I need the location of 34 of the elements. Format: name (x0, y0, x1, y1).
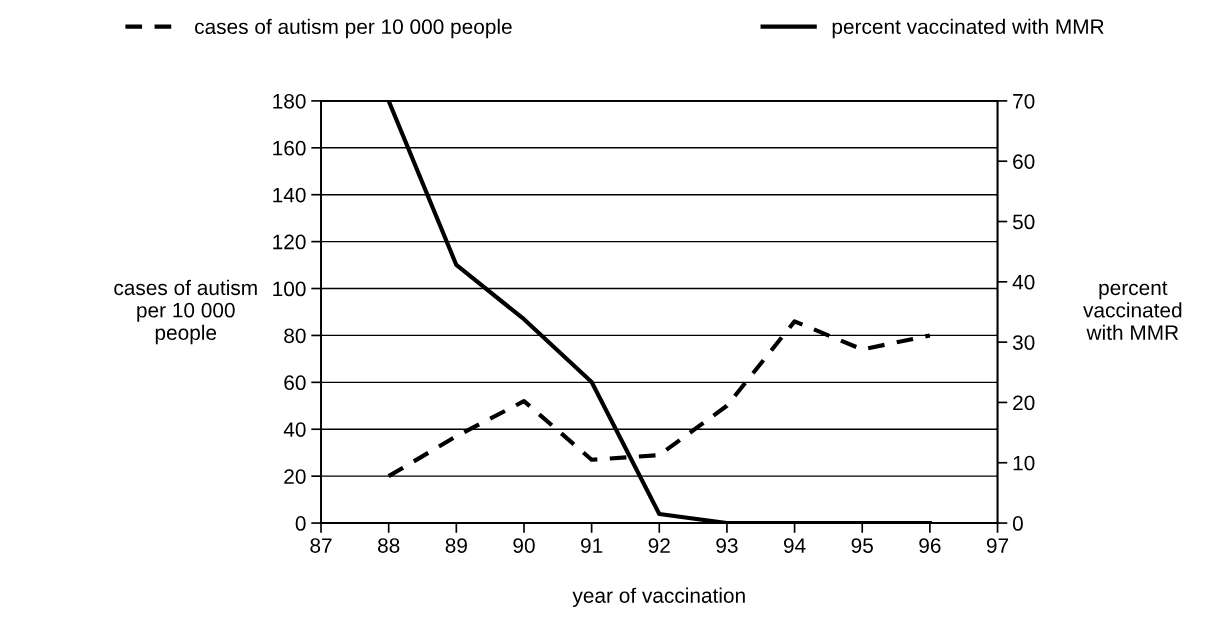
y-tick-label: 120 (273, 234, 306, 250)
y-tick-label: 0 (295, 516, 306, 531)
x-tick-label: 96 (919, 538, 941, 553)
y-tick-label: 140 (273, 187, 306, 203)
legend-label: percent vaccinated with MMR (832, 18, 1104, 39)
y2-tick-label: 50 (1012, 214, 1035, 230)
x-tick-label: 89 (445, 538, 467, 553)
x-tick-label: 90 (513, 538, 535, 553)
y2-axis-title: percent vaccinated with MMR (1083, 281, 1182, 340)
x-tick-label: 88 (378, 538, 400, 553)
x-tick-label: 95 (851, 538, 873, 553)
y2-tick-label: 30 (1012, 335, 1035, 350)
y2-tick-label: 0 (1012, 516, 1023, 531)
y-tick-label: 40 (283, 422, 306, 437)
y-axis-title: cases of autism per 10 000 people (114, 279, 257, 345)
legend-label: cases of autism per 10 000 people (195, 18, 512, 39)
x-tick-label: 91 (581, 538, 603, 553)
y2-tick-label: 40 (1012, 274, 1035, 290)
y2-tick-label: 10 (1013, 455, 1035, 471)
x-tick-label: 92 (648, 538, 670, 553)
x-tick-label: 87 (310, 538, 332, 553)
x-tick-label: 94 (783, 538, 806, 553)
x-tick-label: 93 (716, 538, 738, 553)
x-tick-label: 97 (986, 538, 1009, 553)
y-tick-label: 100 (273, 281, 306, 297)
y-tick-label: 60 (284, 375, 306, 391)
y-tick-label: 160 (273, 140, 306, 156)
y2-tick-label: 70 (1013, 93, 1035, 109)
x-axis-title: year of vaccination (572, 587, 745, 608)
y-tick-label: 180 (273, 93, 306, 109)
y-tick-label: 20 (284, 469, 306, 484)
y2-tick-label: 60 (1013, 154, 1035, 169)
y-tick-label: 80 (284, 328, 306, 344)
y2-tick-label: 20 (1013, 395, 1035, 411)
